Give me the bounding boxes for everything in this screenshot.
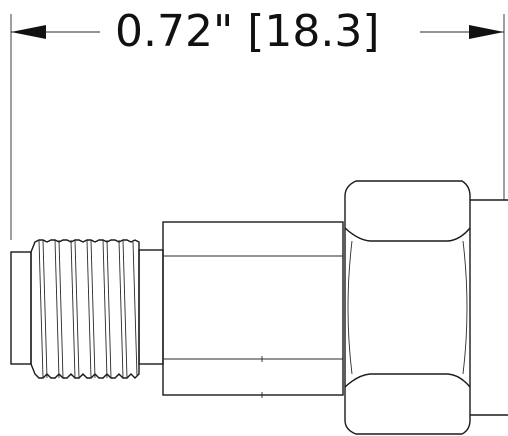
- dimension-label: 0.72" [18.3]: [115, 6, 380, 57]
- dimension-imperial: 0.72": [115, 6, 233, 57]
- arrowhead-right: [469, 25, 504, 39]
- body-section: [162, 221, 344, 398]
- dimension-metric: [18.3]: [247, 6, 379, 57]
- threaded-section: [10, 239, 164, 379]
- right-section: [470, 199, 508, 416]
- arrowhead-left: [11, 25, 46, 39]
- thread-lines: [38, 239, 138, 379]
- hex-nut: [344, 180, 471, 435]
- thread-crests-bottom: [30, 363, 140, 379]
- dimension-annotation: 0.72" [18.3]: [10, 6, 505, 240]
